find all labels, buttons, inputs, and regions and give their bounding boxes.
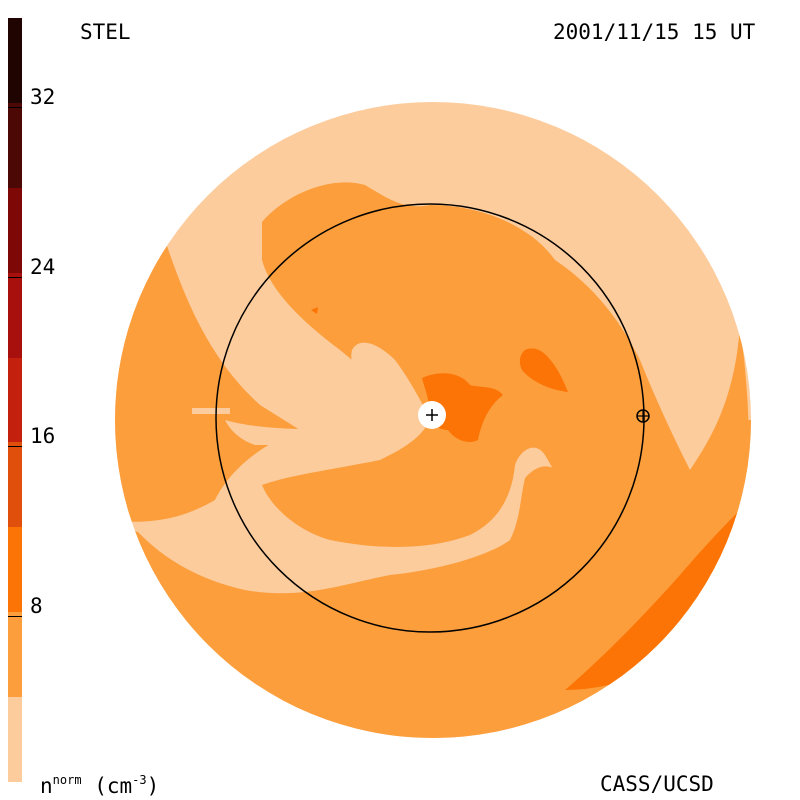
colorbar-tick: [8, 276, 22, 278]
contour-level-1-west-strip-2: [315, 410, 345, 415]
colorbar-level-1: [8, 697, 22, 782]
contour-level-3-center: [422, 373, 503, 442]
colorbar-tick: [8, 616, 22, 618]
earth-marker-icon: [636, 409, 650, 423]
colorbar-level-4: [8, 442, 22, 528]
contour-level-1-west-strip: [192, 408, 230, 414]
contour-level-1-swirl-inner: [351, 342, 430, 418]
colorbar: [8, 18, 22, 782]
colorbar-tick-label: 8: [30, 594, 43, 619]
unit-open: (cm: [94, 774, 133, 798]
contour-level-1-swirl-west: [165, 240, 430, 424]
colorbar-level-3: [8, 527, 22, 613]
contour-level-2-main: [115, 225, 751, 738]
colorbar-level-8: [8, 102, 22, 188]
earth-orbit: [215, 203, 645, 633]
density-contours: [115, 102, 751, 738]
colorbar-level-7: [8, 187, 22, 273]
colorbar-level-5: [8, 357, 22, 443]
contour-level-2-upper: [262, 182, 749, 565]
colorbar-tick-label: 16: [30, 424, 56, 449]
instrument-label: STEL: [80, 20, 131, 44]
timestamp-label: 2001/11/15 15 UT: [553, 20, 756, 44]
quantity-label: nnorm (cm-3): [40, 774, 159, 797]
quantity-sup: norm: [52, 773, 82, 787]
colorbar-level-2: [8, 612, 22, 698]
sun-marker-icon: [418, 401, 446, 429]
colorbar-tick-label: 24: [30, 254, 56, 279]
colorbar-tick-label: 32: [30, 84, 56, 109]
quantity-base: n: [40, 774, 53, 798]
credit-label: CASS/UCSD: [600, 772, 714, 796]
colorbar-tick: [8, 446, 22, 448]
colorbar-level-6: [8, 272, 22, 358]
contour-level-3-spot: [311, 307, 318, 314]
unit-close: ): [146, 774, 160, 798]
colorbar-level-9: [8, 18, 22, 103]
contour-level-1-swirl-south: [225, 420, 430, 445]
contour-level-3-east: [519, 348, 568, 392]
unit-sup: -3: [132, 773, 147, 787]
contour-level-3-southeast: [565, 510, 751, 690]
colorbar-tick: [8, 106, 22, 108]
